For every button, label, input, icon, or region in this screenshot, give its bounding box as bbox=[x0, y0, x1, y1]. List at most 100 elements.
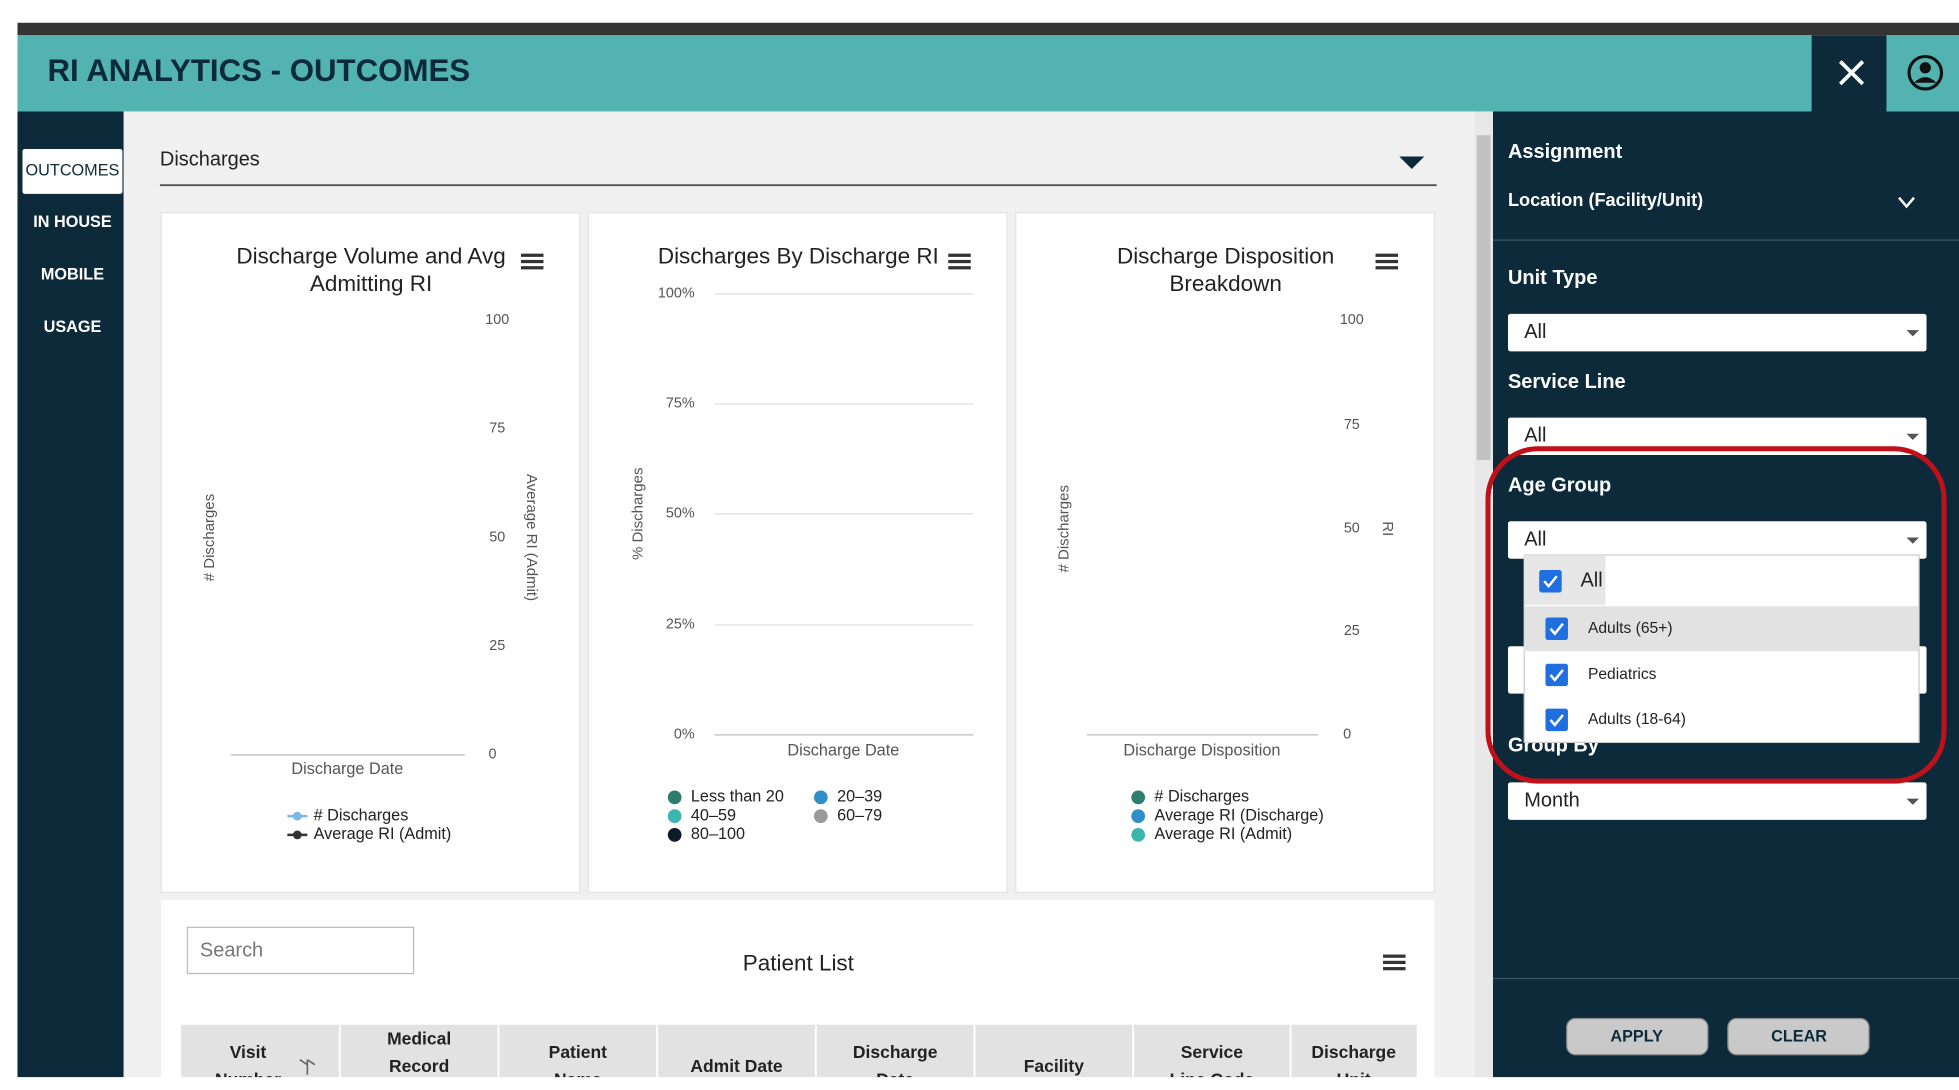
chart-title: Admitting RI bbox=[310, 271, 432, 296]
checkbox[interactable] bbox=[1545, 708, 1568, 732]
y-tick-label: 100% bbox=[658, 286, 695, 302]
highlight-ring bbox=[1485, 446, 1947, 784]
filter-label: Service Line bbox=[1508, 371, 1626, 393]
select-caret bbox=[1906, 433, 1920, 441]
chevron bbox=[1898, 196, 1915, 209]
y-tick-label: 0% bbox=[674, 727, 695, 743]
nav-active[interactable] bbox=[22, 148, 123, 194]
y2-tick-label: 50 bbox=[1344, 521, 1360, 537]
menu-icon-bar bbox=[1375, 266, 1399, 270]
checkmark bbox=[1543, 575, 1558, 589]
user-icon bbox=[1907, 54, 1944, 91]
legend-marker bbox=[1131, 827, 1146, 842]
legend-marker bbox=[292, 830, 302, 840]
select-value: All bbox=[1524, 425, 1546, 447]
menu-icon-bar bbox=[1383, 960, 1406, 965]
y2-tick-label: 25 bbox=[489, 638, 505, 654]
column-header: Patient bbox=[549, 1042, 607, 1062]
y2-tick-label: 25 bbox=[1344, 623, 1360, 639]
select-box[interactable] bbox=[1507, 521, 1927, 559]
legend-marker bbox=[667, 827, 682, 842]
y2-tick-label: 75 bbox=[489, 421, 505, 437]
menu-icon-bar bbox=[1375, 259, 1399, 264]
column-header: Admit Date bbox=[690, 1056, 783, 1076]
chart-panel bbox=[160, 212, 581, 893]
select-box[interactable] bbox=[1507, 782, 1927, 820]
menu-icon-bar bbox=[520, 259, 544, 264]
y2-tick-label: 100 bbox=[1340, 312, 1364, 328]
dropdown-option: Pediatrics bbox=[1588, 666, 1657, 683]
button-label: CLEAR bbox=[1771, 1028, 1827, 1046]
user-button[interactable] bbox=[1886, 35, 1959, 112]
legend-marker bbox=[292, 811, 302, 821]
x-axis-label: Discharge Date bbox=[787, 741, 899, 759]
y2-axis-label: RI bbox=[1379, 521, 1396, 536]
column-header: Name bbox=[554, 1070, 602, 1090]
select-box[interactable] bbox=[1507, 313, 1927, 352]
nav-item: IN HOUSE bbox=[33, 213, 112, 231]
menu-icon-bar bbox=[1375, 253, 1399, 257]
checkbox[interactable] bbox=[1545, 663, 1568, 687]
section-select[interactable]: Discharges bbox=[160, 148, 260, 170]
column-header: Medical bbox=[387, 1028, 451, 1048]
close-icon bbox=[1838, 60, 1865, 86]
y2-axis-label: Average RI (Admit) bbox=[523, 474, 540, 601]
top-strip bbox=[17, 22, 1959, 36]
legend-marker bbox=[667, 790, 682, 805]
legend-item: 40–59 bbox=[691, 806, 736, 824]
checkbox[interactable] bbox=[1545, 617, 1568, 640]
column-header: Number bbox=[215, 1070, 281, 1090]
menu-icon-bar bbox=[948, 259, 971, 264]
select-caret bbox=[1906, 330, 1920, 337]
y2-tick-label: 100 bbox=[485, 312, 509, 328]
action-button[interactable] bbox=[1566, 1017, 1709, 1056]
filter-label: Assignment bbox=[1508, 141, 1623, 163]
filter-label: Unit Type bbox=[1508, 267, 1598, 289]
y2-tick-label: 0 bbox=[489, 747, 497, 763]
select-value: Month bbox=[1524, 789, 1580, 811]
dropdown-option: Adults (65+) bbox=[1588, 620, 1673, 637]
scroll-thumb[interactable] bbox=[1476, 135, 1491, 461]
legend-item: Average RI (Admit) bbox=[1154, 825, 1292, 843]
x-axis-label: Discharge Disposition bbox=[1123, 741, 1280, 759]
chart-title: Breakdown bbox=[1169, 271, 1281, 296]
chart-title: Discharge Volume and Avg bbox=[236, 244, 505, 269]
column-header: Record bbox=[389, 1056, 449, 1076]
y-axis-label: # Discharges bbox=[1055, 485, 1072, 572]
menu-icon-bar bbox=[520, 266, 544, 270]
filter-label: Location (Facility/Unit) bbox=[1508, 190, 1703, 210]
legend-marker bbox=[813, 809, 828, 823]
action-button[interactable] bbox=[1727, 1017, 1870, 1056]
legend-item: 20–39 bbox=[837, 788, 882, 806]
table-header bbox=[181, 1024, 1417, 1078]
select-box[interactable] bbox=[1507, 417, 1927, 456]
y2-tick-label: 50 bbox=[489, 529, 505, 545]
section-caret bbox=[1399, 156, 1425, 169]
filters: Assignment Location (Facility/Unit) Unit T… bbox=[1485, 141, 1959, 1056]
legend-item: # Discharges bbox=[1154, 788, 1249, 806]
option-highlight bbox=[1524, 554, 1606, 605]
checkbox[interactable] bbox=[1539, 569, 1562, 593]
y-axis-label: % Discharges bbox=[629, 468, 646, 560]
column-header: Visit bbox=[230, 1042, 267, 1062]
menu-icon-bar bbox=[520, 253, 544, 257]
select-caret bbox=[1906, 537, 1920, 544]
x-axis-label: Discharge Date bbox=[291, 760, 403, 778]
search-placeholder: Search bbox=[200, 939, 263, 961]
menu-icon-bar bbox=[948, 266, 971, 270]
button-label: APPLY bbox=[1610, 1028, 1663, 1046]
chart-title: Discharge Disposition bbox=[1117, 244, 1334, 269]
search-box[interactable] bbox=[186, 926, 415, 975]
nav-item: OUTCOMES bbox=[26, 162, 120, 180]
select-caret bbox=[1906, 798, 1920, 805]
column-header: Discharge bbox=[853, 1042, 938, 1062]
menu-icon-bar bbox=[948, 253, 971, 257]
chart-panel bbox=[587, 212, 1008, 893]
legend-item: Less than 20 bbox=[691, 788, 784, 806]
menu-icon-bar bbox=[1383, 954, 1406, 958]
legend-item: 60–79 bbox=[837, 806, 882, 824]
left-nav bbox=[17, 111, 124, 1078]
column-header: Unit bbox=[1337, 1070, 1371, 1090]
nav-item: MOBILE bbox=[41, 265, 104, 283]
